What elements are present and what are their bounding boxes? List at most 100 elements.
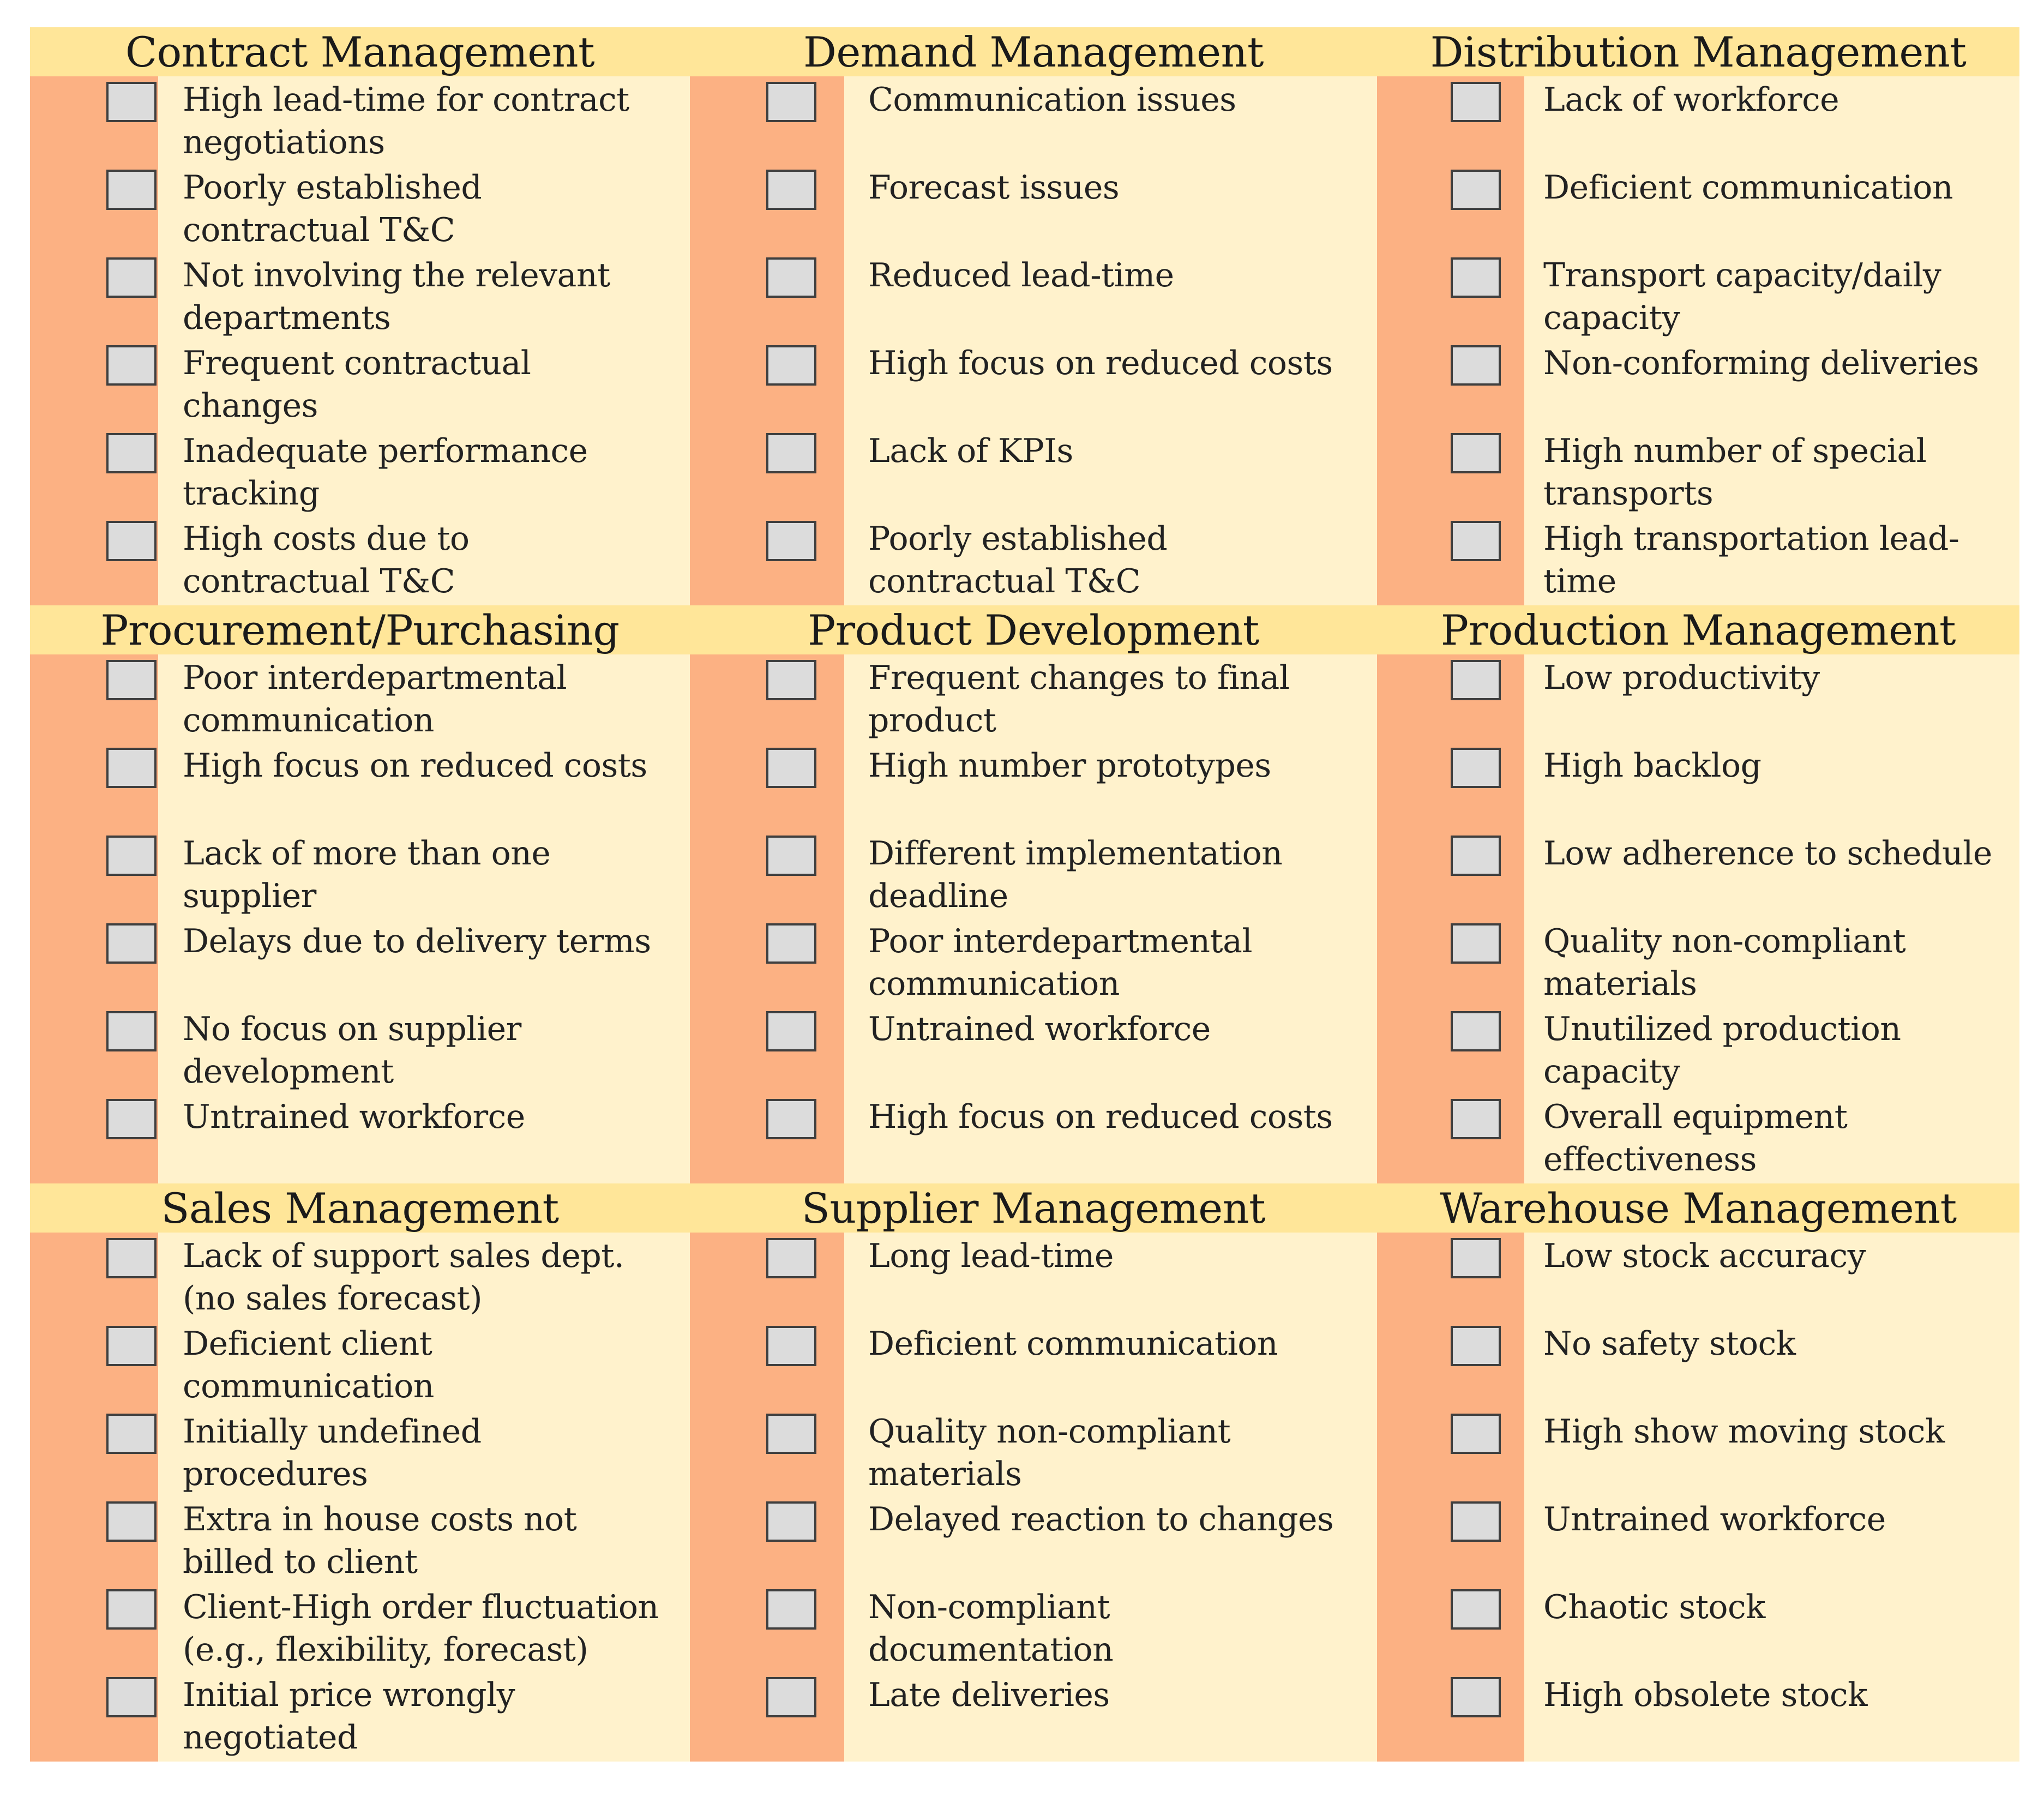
checkbox[interactable] — [1451, 257, 1501, 298]
item-label: No safety stock — [1543, 1325, 1796, 1363]
checkbox[interactable] — [766, 748, 816, 788]
item-label: Communication issues — [868, 81, 1236, 119]
list-item: High show moving stock — [1377, 1410, 2019, 1498]
checkbox[interactable] — [1451, 170, 1501, 210]
checkbox[interactable] — [106, 923, 157, 964]
item-label: Frequent changes to final product — [868, 659, 1290, 740]
item-list: Communication issues Forecast issues Red… — [690, 79, 1377, 605]
checkbox[interactable] — [106, 1099, 157, 1139]
checkbox[interactable] — [106, 1589, 157, 1630]
list-item: Client-High order fluctuation (e.g., fle… — [30, 1586, 690, 1674]
checkbox[interactable] — [106, 1326, 157, 1366]
checkbox[interactable] — [766, 1326, 816, 1366]
panel-sales-management: Sales Management Lack of support sales d… — [30, 1183, 690, 1762]
accent-stripe — [690, 1233, 844, 1762]
list-item: Lack of more than one supplier — [30, 832, 690, 920]
item-label: Non-compliant documentation — [868, 1588, 1114, 1669]
checkbox[interactable] — [106, 82, 157, 122]
panel-title: Demand Management — [690, 27, 1377, 76]
checkbox[interactable] — [766, 1589, 816, 1630]
accent-stripe — [690, 654, 844, 1183]
list-item: Initially undefined procedures — [30, 1410, 690, 1498]
list-item: Not involving the relevant departments — [30, 254, 690, 342]
checkbox[interactable] — [766, 257, 816, 298]
item-label: Frequent contractual changes — [183, 344, 531, 425]
list-item: Lack of KPIs — [690, 430, 1377, 518]
checkbox[interactable] — [1451, 521, 1501, 561]
list-item: Untrained workforce — [30, 1096, 690, 1183]
item-label: Untrained workforce — [1543, 1500, 1886, 1538]
item-list: Low productivity High backlog Low adhere… — [1377, 657, 2019, 1183]
checkbox[interactable] — [1451, 923, 1501, 964]
checkbox[interactable] — [1451, 1414, 1501, 1454]
item-list: High lead-time for contract negotiations… — [30, 79, 690, 605]
checkbox[interactable] — [766, 82, 816, 122]
checkbox[interactable] — [766, 170, 816, 210]
checkbox[interactable] — [1451, 836, 1501, 876]
checkbox[interactable] — [766, 1238, 816, 1278]
item-label: Chaotic stock — [1543, 1588, 1765, 1626]
item-label: Non-conforming deliveries — [1543, 344, 1979, 382]
accent-stripe — [1377, 1233, 1524, 1762]
checkbox[interactable] — [1451, 1011, 1501, 1051]
panel-body: Low stock accuracy No safety stock High … — [1377, 1233, 2019, 1762]
panel-body: Communication issues Forecast issues Red… — [690, 76, 1377, 605]
checkbox[interactable] — [1451, 1326, 1501, 1366]
checkbox[interactable] — [106, 836, 157, 876]
checkbox[interactable] — [1451, 1589, 1501, 1630]
item-label: Initially undefined procedures — [183, 1413, 482, 1493]
list-item: High number prototypes — [690, 744, 1377, 832]
checkbox[interactable] — [106, 660, 157, 700]
item-label: Initial price wrongly negotiated — [183, 1676, 515, 1757]
checkbox[interactable] — [1451, 1501, 1501, 1542]
checkbox[interactable] — [1451, 345, 1501, 386]
checkbox[interactable] — [106, 1677, 157, 1717]
checkbox[interactable] — [106, 1501, 157, 1542]
checkbox[interactable] — [106, 345, 157, 386]
list-item: No safety stock — [1377, 1323, 2019, 1410]
accent-stripe — [690, 76, 844, 605]
item-label: Unutilized production capacity — [1543, 1010, 1901, 1091]
checkbox[interactable] — [766, 1501, 816, 1542]
list-item: High focus on reduced costs — [30, 744, 690, 832]
list-item: Non-compliant documentation — [690, 1586, 1377, 1674]
checkbox[interactable] — [106, 170, 157, 210]
checklist-grid: Contract Management High lead-time for c… — [30, 27, 2019, 1762]
checkbox[interactable] — [766, 433, 816, 473]
checkbox[interactable] — [766, 923, 816, 964]
checkbox[interactable] — [1451, 82, 1501, 122]
item-label: Quality non-compliant materials — [1543, 922, 1906, 1003]
checkbox[interactable] — [1451, 748, 1501, 788]
checkbox[interactable] — [766, 1677, 816, 1717]
list-item: Different implementation deadline — [690, 832, 1377, 920]
checkbox[interactable] — [1451, 660, 1501, 700]
checkbox[interactable] — [766, 1099, 816, 1139]
item-label: Deficient communication — [868, 1325, 1278, 1363]
checkbox[interactable] — [766, 1011, 816, 1051]
checkbox[interactable] — [106, 748, 157, 788]
checkbox[interactable] — [1451, 1099, 1501, 1139]
list-item: Low productivity — [1377, 657, 2019, 744]
checkbox[interactable] — [1451, 1677, 1501, 1717]
checkbox[interactable] — [1451, 433, 1501, 473]
checkbox[interactable] — [106, 433, 157, 473]
checkbox[interactable] — [106, 521, 157, 561]
item-label: Client-High order fluctuation (e.g., fle… — [183, 1588, 659, 1669]
list-item: High transportation lead-time — [1377, 518, 2019, 605]
checkbox[interactable] — [766, 1414, 816, 1454]
checkbox[interactable] — [766, 521, 816, 561]
list-item: Communication issues — [690, 79, 1377, 166]
checkbox[interactable] — [766, 345, 816, 386]
checkbox[interactable] — [106, 257, 157, 298]
checkbox[interactable] — [1451, 1238, 1501, 1278]
list-item: High costs due to contractual T&C — [30, 518, 690, 605]
checkbox[interactable] — [106, 1238, 157, 1278]
panel-body: High lead-time for contract negotiations… — [30, 76, 690, 605]
checkbox[interactable] — [106, 1011, 157, 1051]
item-label: Deficient communication — [1543, 169, 1953, 207]
checkbox[interactable] — [766, 836, 816, 876]
checkbox[interactable] — [766, 660, 816, 700]
checkbox[interactable] — [106, 1414, 157, 1454]
list-item: High obsolete stock — [1377, 1674, 2019, 1762]
list-item: High number of special transports — [1377, 430, 2019, 518]
